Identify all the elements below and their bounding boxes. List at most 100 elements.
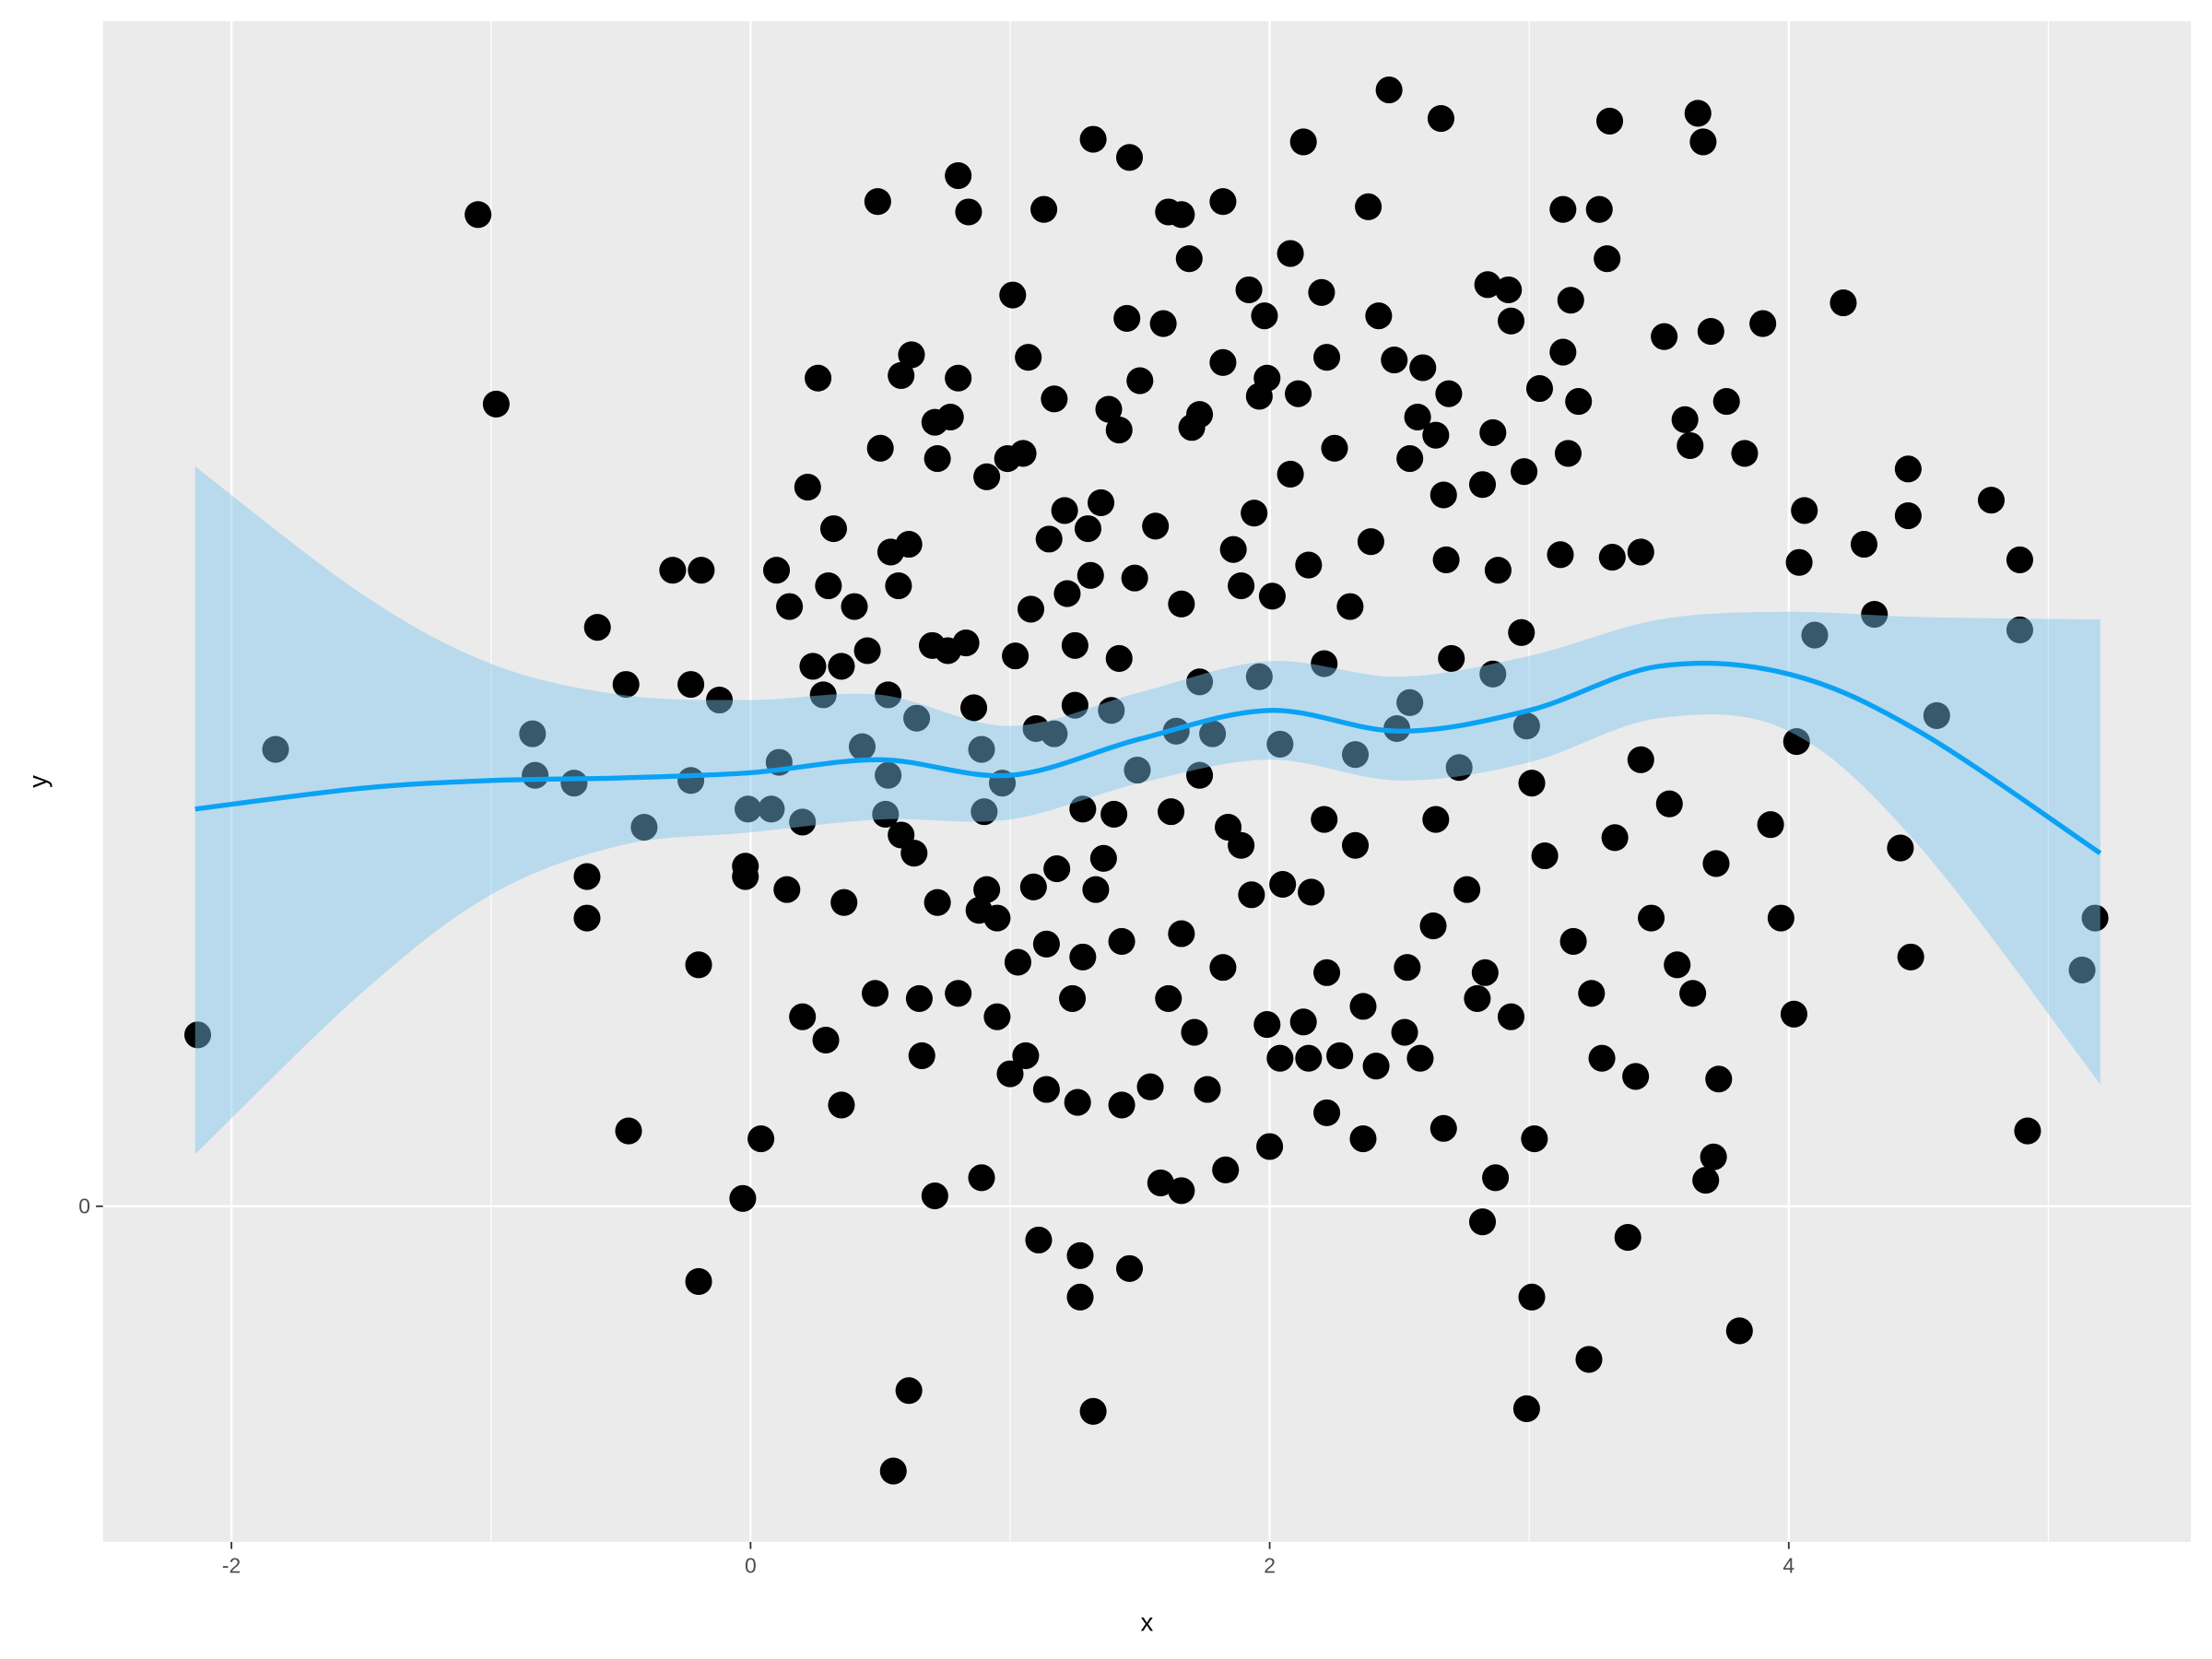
point [921,1182,948,1210]
point [924,888,951,916]
point [1783,728,1810,756]
point [971,798,998,826]
point [762,557,791,584]
point [747,1124,775,1153]
point [262,735,289,763]
point [1638,904,1665,932]
point [1830,289,1857,317]
point [872,800,900,828]
point [1017,595,1045,623]
point [1404,403,1431,431]
point [1158,798,1185,826]
point [1105,417,1133,444]
point [776,593,804,620]
point [1041,385,1068,413]
point [1212,1156,1240,1183]
point [1019,873,1047,900]
point [573,904,601,932]
point [1079,125,1107,153]
point [1396,445,1424,473]
point [864,188,891,216]
point [1341,741,1370,769]
point [1700,1143,1727,1171]
point [1468,471,1497,499]
point [983,904,1011,932]
point [1850,530,1878,559]
point [1253,1011,1281,1039]
point [1464,984,1491,1012]
point [1168,201,1195,229]
point [1079,1397,1107,1425]
y-axis-title: y [24,775,53,788]
point [1142,512,1170,540]
point [2006,546,2033,573]
point [841,593,868,620]
point [1124,757,1151,784]
point [519,720,547,747]
point [1554,440,1582,467]
point [1445,754,1473,782]
point [1887,834,1914,862]
point [875,681,902,709]
point [1422,421,1450,449]
point [1051,497,1078,524]
x-tick-label: 2 [1264,1554,1276,1578]
point [1508,618,1535,646]
point [1061,631,1088,659]
point [1043,855,1071,883]
point [1349,993,1377,1020]
point [1391,1018,1418,1046]
point [1622,1063,1650,1090]
point [853,637,881,665]
point [895,530,923,559]
point [789,808,817,836]
point [1549,195,1577,223]
point [924,445,951,473]
point [1098,697,1125,724]
point [1531,841,1559,870]
point [1074,515,1102,543]
point [848,733,876,760]
axes: -2 0 2 4 0 [78,1194,1794,1577]
point [1484,557,1512,584]
point [1497,307,1525,335]
point [1679,980,1707,1007]
point [1497,1003,1525,1030]
point [1253,364,1281,392]
point [1121,564,1148,592]
point [866,434,894,462]
point [1725,1317,1753,1345]
x-tick-label: 4 [1783,1554,1794,1578]
point [1168,590,1195,618]
point [973,876,1001,903]
point [1468,1208,1497,1236]
point [1175,245,1203,273]
point [732,863,759,890]
point [973,463,1001,490]
point [1427,105,1454,133]
point [2006,616,2033,644]
point [1311,806,1338,833]
point [1066,1241,1094,1269]
point [1684,100,1712,127]
point [1235,276,1263,304]
point [1095,395,1123,423]
point [1115,144,1144,171]
point [1035,525,1063,553]
point [729,1184,757,1212]
point [1012,1041,1040,1069]
point [960,694,988,722]
point [1066,1283,1094,1311]
point [615,1117,642,1145]
point [945,162,972,190]
point [1194,1076,1221,1103]
point [830,888,858,916]
point [1147,1169,1174,1196]
point [1511,458,1538,486]
x-tick-label: 0 [745,1554,757,1578]
point [1394,954,1421,982]
point [1697,318,1724,346]
point [1419,912,1447,940]
point [1495,276,1523,304]
point [794,474,821,501]
